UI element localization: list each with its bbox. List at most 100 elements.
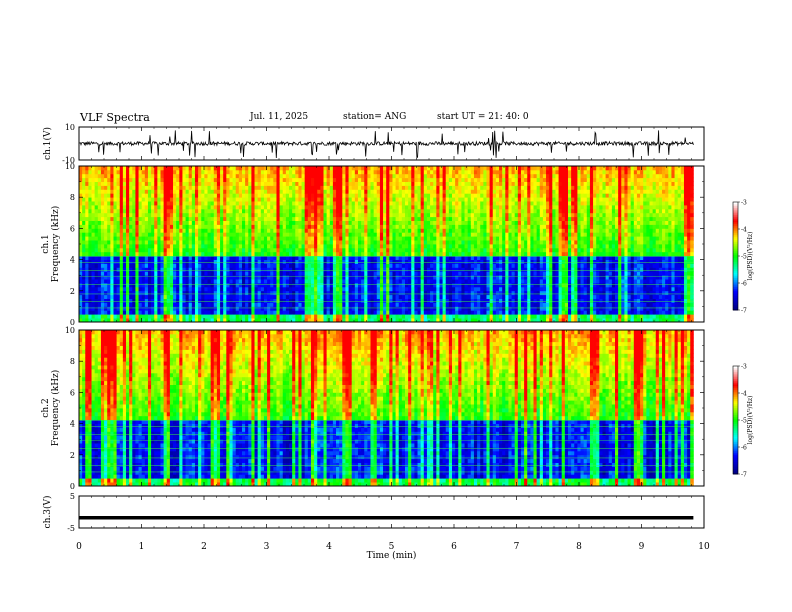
spectrogram-cell <box>82 197 86 202</box>
spectrogram-cell <box>82 310 86 315</box>
spectrogram-cell <box>122 212 127 218</box>
spectrogram-cell <box>442 201 447 206</box>
spectrogram-cell <box>191 302 196 307</box>
spectrogram-cell <box>345 290 349 296</box>
spectrogram-cell <box>94 228 99 233</box>
spectrogram-cell <box>426 275 431 280</box>
spectrogram-cell <box>116 228 121 233</box>
spectrogram-cell <box>166 189 171 194</box>
spectrogram-cell <box>126 294 130 299</box>
spectrogram-cell <box>254 189 259 194</box>
spectrogram-cell <box>326 220 331 225</box>
spectrogram-cell <box>392 216 396 221</box>
spectrogram-cell <box>79 236 83 241</box>
spectrogram-cell <box>132 216 136 221</box>
spectrogram-cell <box>304 251 309 257</box>
spectrogram-cell <box>292 205 296 210</box>
spectrogram-cell <box>210 286 215 292</box>
spectrogram-cell <box>176 169 180 175</box>
spectrogram-cell <box>173 228 177 233</box>
spectrogram-cell <box>129 283 133 288</box>
spectrogram-cell <box>82 205 86 210</box>
spectrogram-cell <box>135 232 139 237</box>
spectrogram-cell <box>364 244 368 249</box>
spectrogram-cell <box>163 279 168 284</box>
spectrogram-cell <box>386 286 390 292</box>
spectrogram-cell <box>379 279 384 284</box>
spectrogram-cell <box>157 314 161 319</box>
spectrogram-cell <box>110 201 114 206</box>
spectrogram-cell <box>260 228 265 233</box>
spectrogram-cell <box>254 306 259 311</box>
spectrogram-cell <box>282 181 287 186</box>
spectrogram-cell <box>345 228 349 233</box>
spectrogram-cell <box>307 224 312 229</box>
spectrogram-cell <box>439 197 444 202</box>
spectrogram-cell <box>110 185 114 190</box>
spectrogram-cell <box>276 205 281 210</box>
spectrogram-cell <box>169 181 174 186</box>
spectrogram-cell <box>176 220 180 225</box>
spectrogram-cell <box>285 216 290 221</box>
spectrogram-cell <box>151 228 155 233</box>
spectrogram-cell <box>320 189 324 194</box>
spectrogram-cell <box>251 275 255 280</box>
spectrogram-cell <box>342 220 346 225</box>
spectrogram-cell <box>420 166 425 171</box>
spectrogram-cell <box>82 240 86 245</box>
spectrogram-cell <box>455 286 459 292</box>
spectrogram-cell <box>398 271 403 276</box>
spectrogram-cell <box>223 318 227 323</box>
spectrogram-cell <box>317 166 321 171</box>
spectrogram-cell <box>213 310 218 315</box>
spectrogram-cell <box>132 201 136 206</box>
spectrogram-cell <box>289 306 293 311</box>
spectrogram-cell <box>404 197 409 202</box>
spectrogram-cell <box>147 220 152 225</box>
spectrogram-cell <box>301 177 306 182</box>
spectrogram-cell <box>279 263 284 268</box>
spectrogram-cell <box>188 294 193 299</box>
spectrogram-cell <box>173 263 177 268</box>
spectrogram-cell <box>354 173 359 179</box>
spectrogram-cell <box>301 236 306 241</box>
spectrogram-cell <box>144 275 149 280</box>
spectrogram-cell <box>226 224 230 229</box>
spectrogram-cell <box>339 318 343 323</box>
spectrogram-cell <box>166 212 171 218</box>
spectrogram-cell <box>144 251 149 257</box>
spectrogram-cell <box>401 244 406 249</box>
spectrogram-cell <box>223 228 227 233</box>
spectrogram-cell <box>232 279 237 284</box>
spectrogram-cell <box>423 263 428 268</box>
spectrogram-cell <box>267 212 271 218</box>
spectrogram-cell <box>248 275 252 280</box>
spectrogram-cell <box>279 271 284 276</box>
spectrogram-cell <box>342 244 346 249</box>
spectrogram-cell <box>254 290 259 296</box>
spectrogram-cell <box>179 283 183 288</box>
spectrogram-cell <box>251 302 255 307</box>
spectrogram-cell <box>439 244 444 249</box>
spectrogram-cell <box>188 169 193 175</box>
spectrogram-cell <box>204 228 208 233</box>
spectrogram-cell <box>448 314 453 319</box>
spectrogram-cell <box>398 310 403 315</box>
spectrogram-cell <box>370 302 375 307</box>
spectrogram-cell <box>216 173 221 179</box>
spectrogram-cell <box>455 189 459 194</box>
spectrogram-cell <box>126 169 130 175</box>
spectrogram-cell <box>182 298 186 303</box>
spectrogram-cell <box>157 306 161 311</box>
spectrogram-cell <box>223 244 227 249</box>
spectrogram-cell <box>361 267 365 272</box>
spectrogram-cell <box>285 259 290 264</box>
spectrogram-cell <box>279 205 284 210</box>
spectrogram-cell <box>383 220 387 225</box>
spectrogram-cell <box>188 173 193 179</box>
spectrogram-cell <box>336 212 340 218</box>
spectrogram-cell <box>423 286 428 292</box>
spectrogram-cell <box>160 251 165 257</box>
spectrogram-cell <box>166 306 171 311</box>
spectrogram-cell <box>307 205 312 210</box>
